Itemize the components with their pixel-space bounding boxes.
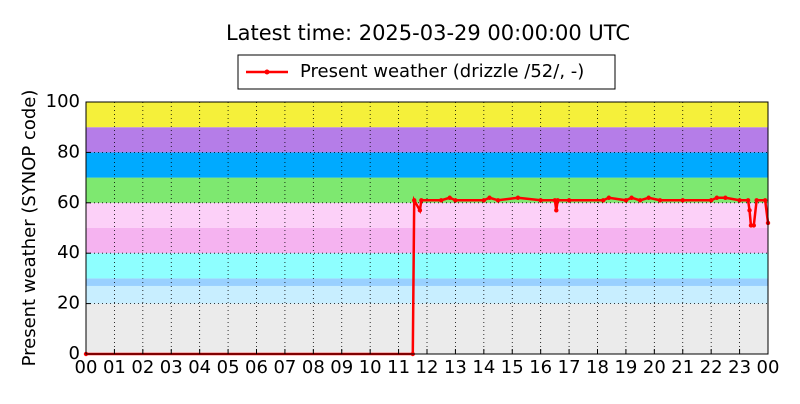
point	[646, 195, 651, 200]
point	[762, 198, 768, 203]
band	[86, 303, 768, 354]
point	[555, 198, 560, 203]
x-tick-label: 10	[359, 357, 382, 378]
y-tick-label: 20	[57, 293, 80, 314]
band	[86, 127, 768, 153]
x-tick-label: 07	[273, 357, 296, 378]
point	[629, 195, 634, 200]
x-tick-label: 12	[416, 357, 439, 378]
x-tick-label: 15	[501, 357, 524, 378]
x-tick-label: 06	[245, 357, 268, 378]
x-tick-label: 13	[444, 357, 467, 378]
x-tick-label: 17	[558, 357, 581, 378]
x-tick-label: 18	[586, 357, 609, 378]
point	[417, 208, 423, 213]
point	[487, 195, 492, 200]
legend-label: Present weather (drizzle /52/, -)	[300, 61, 584, 82]
point	[657, 198, 663, 203]
x-tick-label: 20	[643, 357, 666, 378]
x-tick-label: 21	[671, 357, 694, 378]
chart-title: Latest time: 2025-03-29 00:00:00 UTC	[226, 21, 630, 45]
point	[754, 198, 759, 203]
y-tick-label: 60	[57, 192, 80, 213]
x-tick-label: 00	[75, 357, 98, 378]
point	[747, 208, 752, 213]
point	[737, 198, 742, 203]
x-tick-label: 02	[131, 357, 154, 378]
x-tick-label: 05	[217, 357, 240, 378]
point	[566, 198, 572, 203]
x-tick-label: 08	[302, 357, 325, 378]
y-tick-label: 80	[57, 141, 80, 162]
band	[86, 228, 768, 254]
legend-marker	[264, 69, 270, 75]
point	[723, 195, 728, 200]
x-tick-label: 19	[614, 357, 637, 378]
point	[623, 198, 629, 203]
x-tick-label: 00	[757, 357, 780, 378]
x-tick-label: 04	[188, 357, 211, 378]
point	[751, 223, 756, 228]
point	[554, 208, 559, 213]
x-tick-label: 03	[160, 357, 183, 378]
x-tick-label: 01	[103, 357, 126, 378]
point	[419, 198, 424, 203]
x-tick-label: 16	[529, 357, 552, 378]
point	[714, 195, 720, 200]
point	[439, 198, 444, 203]
point	[481, 198, 487, 203]
legend: Present weather (drizzle /52/, -)	[237, 54, 616, 90]
y-axis-label: Present weather (SYNOP code)	[19, 90, 40, 367]
y-tick-label: 100	[46, 91, 80, 112]
point	[515, 195, 521, 200]
point	[708, 198, 714, 203]
point	[606, 195, 612, 200]
x-tick-label: 23	[728, 357, 751, 378]
x-tick-label: 22	[700, 357, 723, 378]
y-tick-label: 0	[69, 343, 80, 364]
point	[412, 198, 417, 203]
x-tick-label: 09	[330, 357, 353, 378]
band	[86, 152, 768, 178]
bands	[86, 102, 768, 354]
point	[600, 198, 606, 203]
y-tick-label: 40	[57, 242, 80, 263]
point	[637, 198, 643, 203]
point	[538, 198, 543, 203]
point	[745, 198, 751, 203]
point	[453, 198, 458, 203]
legend-box	[237, 54, 616, 90]
x-tick-label: 14	[472, 357, 495, 378]
x-tick-label: 11	[387, 357, 410, 378]
point	[447, 195, 452, 200]
point	[495, 198, 501, 203]
point	[680, 198, 685, 203]
